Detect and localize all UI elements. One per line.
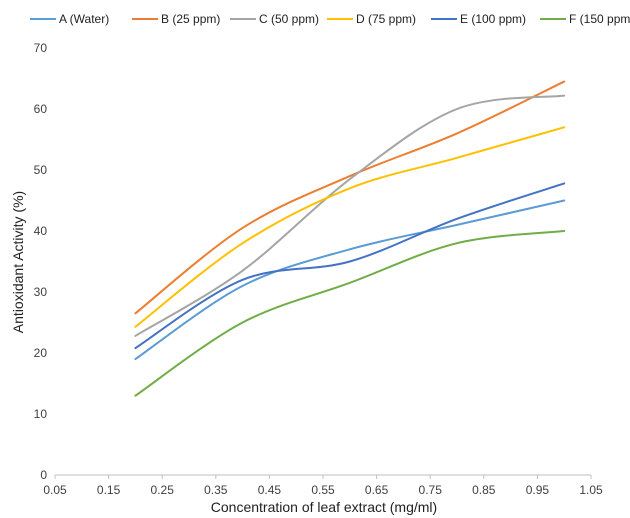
- y-tick-label: 50: [34, 163, 48, 177]
- y-tick-label: 0: [40, 468, 47, 482]
- series-line-5: [135, 183, 564, 348]
- y-axis-ticks: 0 10 20 30 40 50 60 70: [34, 41, 48, 482]
- y-tick-label: 30: [34, 285, 48, 299]
- y-axis-title: Antioxidant Activity (%): [10, 191, 26, 333]
- y-tick-label: 20: [34, 346, 48, 360]
- x-tick-label: 0.85: [472, 483, 496, 497]
- x-axis-title: Concentration of leaf extract (mg/ml): [211, 499, 437, 515]
- x-tick-label: 0.25: [151, 483, 175, 497]
- x-tick-label: 0.05: [43, 483, 67, 497]
- legend-label-4: D (75 ppm): [356, 12, 416, 26]
- legend: A (Water) B (25 ppm) C (50 ppm) D (75 ppm) E…: [30, 12, 630, 26]
- legend-label-5: E (100 ppm): [460, 12, 526, 26]
- y-tick-label: 70: [34, 41, 48, 55]
- x-tick-label: 0.15: [97, 483, 121, 497]
- y-tick-label: 60: [34, 102, 48, 116]
- x-tick-label: 0.45: [258, 483, 282, 497]
- series-line-4: [135, 127, 564, 326]
- series-line-2: [135, 82, 564, 314]
- x-axis-ticks: 0.05 0.15 0.25 0.35 0.45 0.55 0.65 0.75 0.85 0.95…: [43, 475, 603, 497]
- series-group: [135, 82, 564, 396]
- legend-label-3: C (50 ppm): [259, 12, 319, 26]
- x-tick-label: 0.75: [419, 483, 443, 497]
- x-tick-label: 1.05: [579, 483, 603, 497]
- x-tick-label: 0.55: [311, 483, 335, 497]
- series-line-1: [135, 201, 564, 360]
- x-tick-label: 0.35: [204, 483, 228, 497]
- y-tick-label: 10: [34, 407, 48, 421]
- x-tick-label: 0.65: [365, 483, 389, 497]
- y-tick-label: 40: [34, 224, 48, 238]
- legend-label-2: B (25 ppm): [161, 12, 220, 26]
- legend-label-6: F (150 ppm): [569, 12, 630, 26]
- legend-label-1: A (Water): [59, 12, 109, 26]
- x-tick-label: 0.95: [526, 483, 550, 497]
